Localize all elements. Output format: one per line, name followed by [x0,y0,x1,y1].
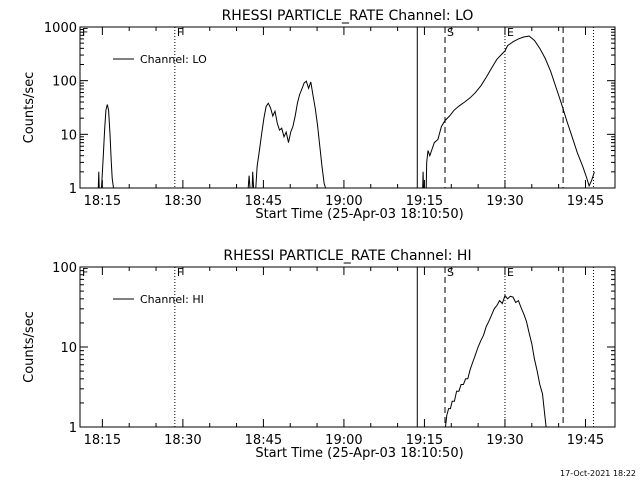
hi-x-tick-label-0: 18:15 [84,433,121,448]
lo-x-tick-label-1: 18:30 [164,194,201,209]
lo-series-0-segment-1 [101,104,114,189]
lo-x-tick-label-0: 18:15 [84,194,121,209]
hi-x-tick-label-1: 18:30 [164,433,201,448]
lo-channel-panel: RHESSI PARTICLE_RATE Channel: LO 18:15 18:… [22,8,616,222]
lo-marker-label-3: S [447,26,454,39]
lo-marker-label-4: E [507,26,514,39]
lo-x-axis-label: Start Time (25-Apr-03 18:10:50) [255,207,463,222]
hi-x-tick-label-4: 19:15 [406,433,443,448]
lo-marker-label-1: F [177,26,183,39]
hi-legend-entry: Channel: HI [140,293,204,306]
hi-y-tick-label-2: 100 [52,261,77,276]
generation-timestamp: 17-Oct-2021 18:22 [560,469,636,478]
lo-series-0-segment-5 [422,171,424,189]
lo-x-tick-label-4: 19:15 [406,194,443,209]
lo-y-tick-label-1: 10 [60,128,77,143]
lo-series-0-segment-3 [251,171,255,189]
lo-series-0-segment-2 [247,175,251,189]
lo-x-tick-label-5: 19:30 [486,194,523,209]
hi-marker-label-0: F [82,266,88,279]
hi-series-0-segment-0 [445,294,547,428]
lo-y-tick-label-0: 1 [69,182,77,197]
hi-y-axis-label: Counts/sec [22,311,37,383]
hi-marker-label-4: E [507,266,514,279]
hi-x-axis-label: Start Time (25-Apr-03 18:10:50) [255,446,463,461]
hi-x-tick-label-2: 18:45 [245,433,282,448]
lo-chart-title: RHESSI PARTICLE_RATE Channel: LO [222,8,474,24]
lo-x-tick-label-6: 19:45 [567,194,604,209]
lo-y-tick-label-2: 100 [52,75,77,90]
lo-marker-label-0: F [82,26,88,39]
lo-y-tick-label-3: 1000 [44,21,77,36]
lo-series-0-segment-6 [425,35,595,189]
hi-y-tick-label-1: 10 [60,341,77,356]
hi-x-tick-label-5: 19:30 [486,433,523,448]
lo-plot-frame [79,26,616,189]
lo-x-tick-label-2: 18:45 [245,194,282,209]
hi-marker-label-1: F [177,266,183,279]
lo-y-axis-label: Counts/sec [22,72,37,144]
lo-x-tick-label-3: 19:00 [325,194,362,209]
lo-series-0-segment-4 [255,80,327,189]
hi-chart-title: RHESSI PARTICLE_RATE Channel: HI [223,248,471,264]
lo-series-0-segment-0 [97,171,100,189]
hi-marker-label-3: S [447,266,454,279]
hi-channel-panel: RHESSI PARTICLE_RATE Channel: HI 18:15 18:… [22,248,616,461]
hi-plot-frame [79,266,616,428]
lo-legend-entry: Channel: LO [140,53,207,66]
hi-x-tick-label-6: 19:45 [567,433,604,448]
hi-x-tick-label-3: 19:00 [325,433,362,448]
hi-y-tick-label-0: 1 [69,421,77,436]
